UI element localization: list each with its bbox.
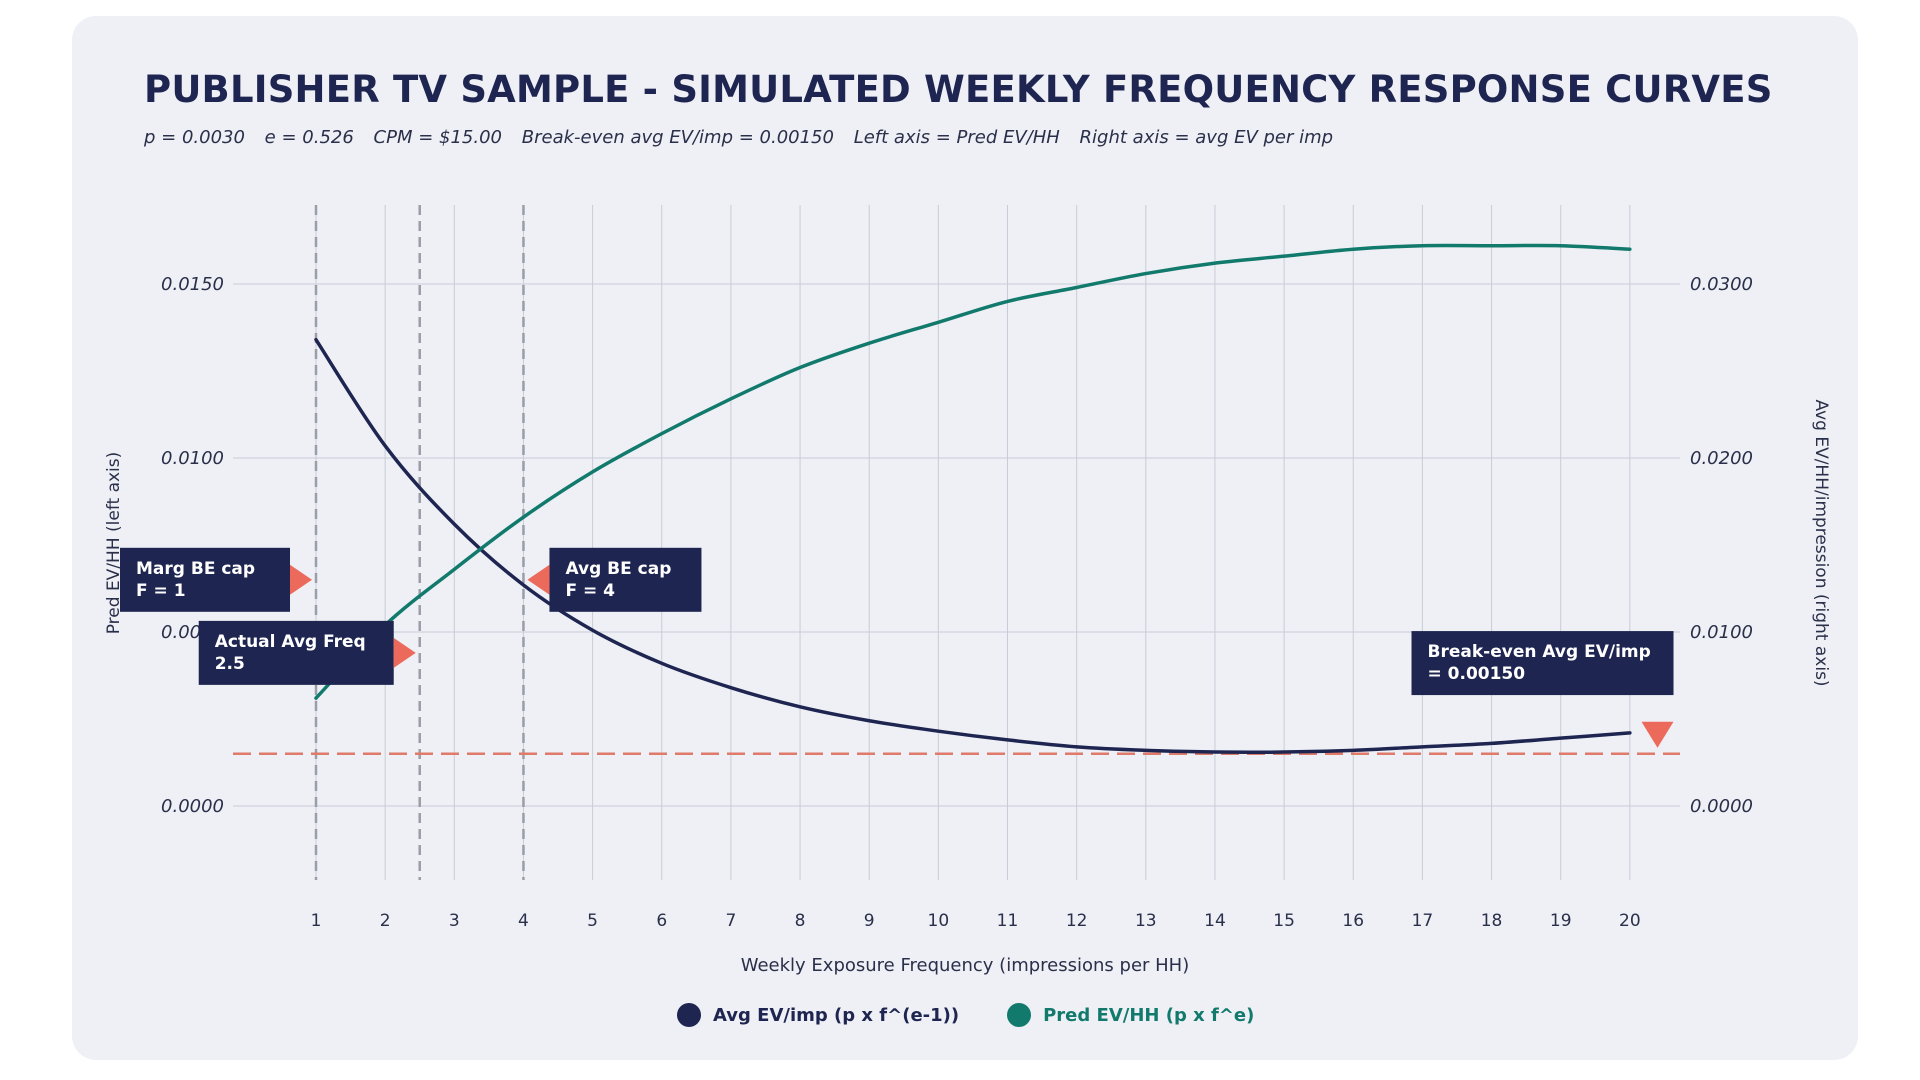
param-breakeven: Break-even avg EV/imp = 0.00150: [521, 127, 834, 148]
annotation-text: F = 4: [565, 581, 615, 601]
param-left-axis: Left axis = Pred EV/HH: [853, 127, 1060, 148]
chart-title: PUBLISHER TV SAMPLE - SIMULATED WEEKLY F…: [144, 68, 1773, 111]
x-tick-label: 16: [1342, 911, 1364, 931]
param-cpm: CPM = $15.00: [373, 127, 503, 148]
y-left-tick-label: 0.0100: [161, 448, 224, 469]
x-tick-label: 17: [1412, 911, 1434, 931]
y-left-tick-label: 0.0150: [161, 274, 224, 295]
annotation-box: [198, 620, 394, 685]
x-tick-label: 18: [1481, 911, 1503, 931]
y-right-tick-label: 0.0300: [1690, 274, 1753, 295]
param-e: e = 0.526: [264, 127, 354, 148]
avg-ev-imp-curve: [314, 337, 1632, 755]
annotation-box: [120, 547, 290, 612]
annotation-text: F = 1: [136, 581, 186, 601]
annotation-box: [1411, 631, 1674, 696]
x-tick-label: 4: [518, 911, 529, 931]
x-tick-label: 19: [1550, 911, 1572, 931]
x-tick-label: 14: [1204, 911, 1226, 931]
chart-subtitle: p = 0.0030 e = 0.526 CPM = $15.00 Break-…: [144, 127, 1347, 148]
legend-swatch-navy: [677, 1003, 701, 1027]
param-p: p = 0.0030: [144, 127, 245, 148]
legend-item-pred-ev: Pred EV/HH (p x f^e): [1007, 1003, 1254, 1027]
x-tick-label: 11: [997, 911, 1019, 931]
annotation-text: 2.5: [215, 654, 245, 674]
x-tick-label: 8: [795, 911, 806, 931]
param-right-axis: Right axis = avg EV per imp: [1079, 127, 1334, 148]
legend-item-avg-ev: Avg EV/imp (p x f^(e-1)): [677, 1003, 959, 1027]
y-right-tick-label: 0.0000: [1690, 796, 1753, 817]
x-tick-label: 7: [725, 911, 736, 931]
annotation-box: [549, 547, 702, 612]
annotation-text: = 0.00150: [1428, 664, 1526, 684]
series-lines: [314, 243, 1632, 755]
x-tick-label: 6: [656, 911, 667, 931]
pred-ev-hh-curve: [314, 243, 1632, 700]
x-tick-label: 13: [1135, 911, 1157, 931]
x-tick-label: 5: [587, 911, 598, 931]
annotation-breakeven: Break-even Avg EV/imp= 0.00150: [1411, 631, 1674, 748]
x-tick-label: 3: [449, 911, 460, 931]
annotation-text: Break-even Avg EV/imp: [1428, 642, 1651, 662]
x-tick-label: 20: [1619, 911, 1641, 931]
annotation-text: Avg BE cap: [565, 559, 671, 579]
y-axis-left-label: Pred EV/HH (left axis): [104, 452, 124, 635]
annotation-text: Actual Avg Freq: [215, 632, 366, 652]
x-axis-label: Weekly Exposure Frequency (impressions p…: [741, 955, 1190, 976]
x-tick-label: 1: [311, 911, 322, 931]
legend-label-avg-ev: Avg EV/imp (p x f^(e-1)): [713, 1004, 960, 1026]
legend: Avg EV/imp (p x f^(e-1)) Pred EV/HH (p x…: [677, 1003, 1254, 1027]
x-tick-label: 12: [1066, 911, 1088, 931]
annotation-pointer: [393, 637, 416, 668]
x-tick-label: 2: [380, 911, 391, 931]
legend-label-pred-ev: Pred EV/HH (p x f^e): [1043, 1004, 1255, 1026]
y-axis-right-label: Avg EV/HH/impression (right axis): [1811, 399, 1831, 686]
legend-swatch-teal: [1007, 1003, 1032, 1027]
x-tick-label: 9: [864, 911, 875, 931]
x-tick-label: 15: [1273, 911, 1295, 931]
annotation-text: Marg BE cap: [136, 559, 255, 579]
y-right-tick-label: 0.0200: [1690, 448, 1753, 469]
annotation-pointer: [290, 564, 312, 595]
annotation-pointer: [1641, 721, 1674, 748]
annotation-pointer: [527, 564, 550, 595]
y-left-tick-label: 0.0000: [161, 796, 224, 817]
axes: 1 2 3 4 5 6 7 8 9 10 11 12 13 14 15 16 17 18 19 200.00000.0…: [161, 274, 1753, 931]
x-tick-label: 10: [928, 911, 950, 931]
grid: [233, 205, 1680, 880]
y-right-tick-label: 0.0100: [1690, 622, 1753, 643]
